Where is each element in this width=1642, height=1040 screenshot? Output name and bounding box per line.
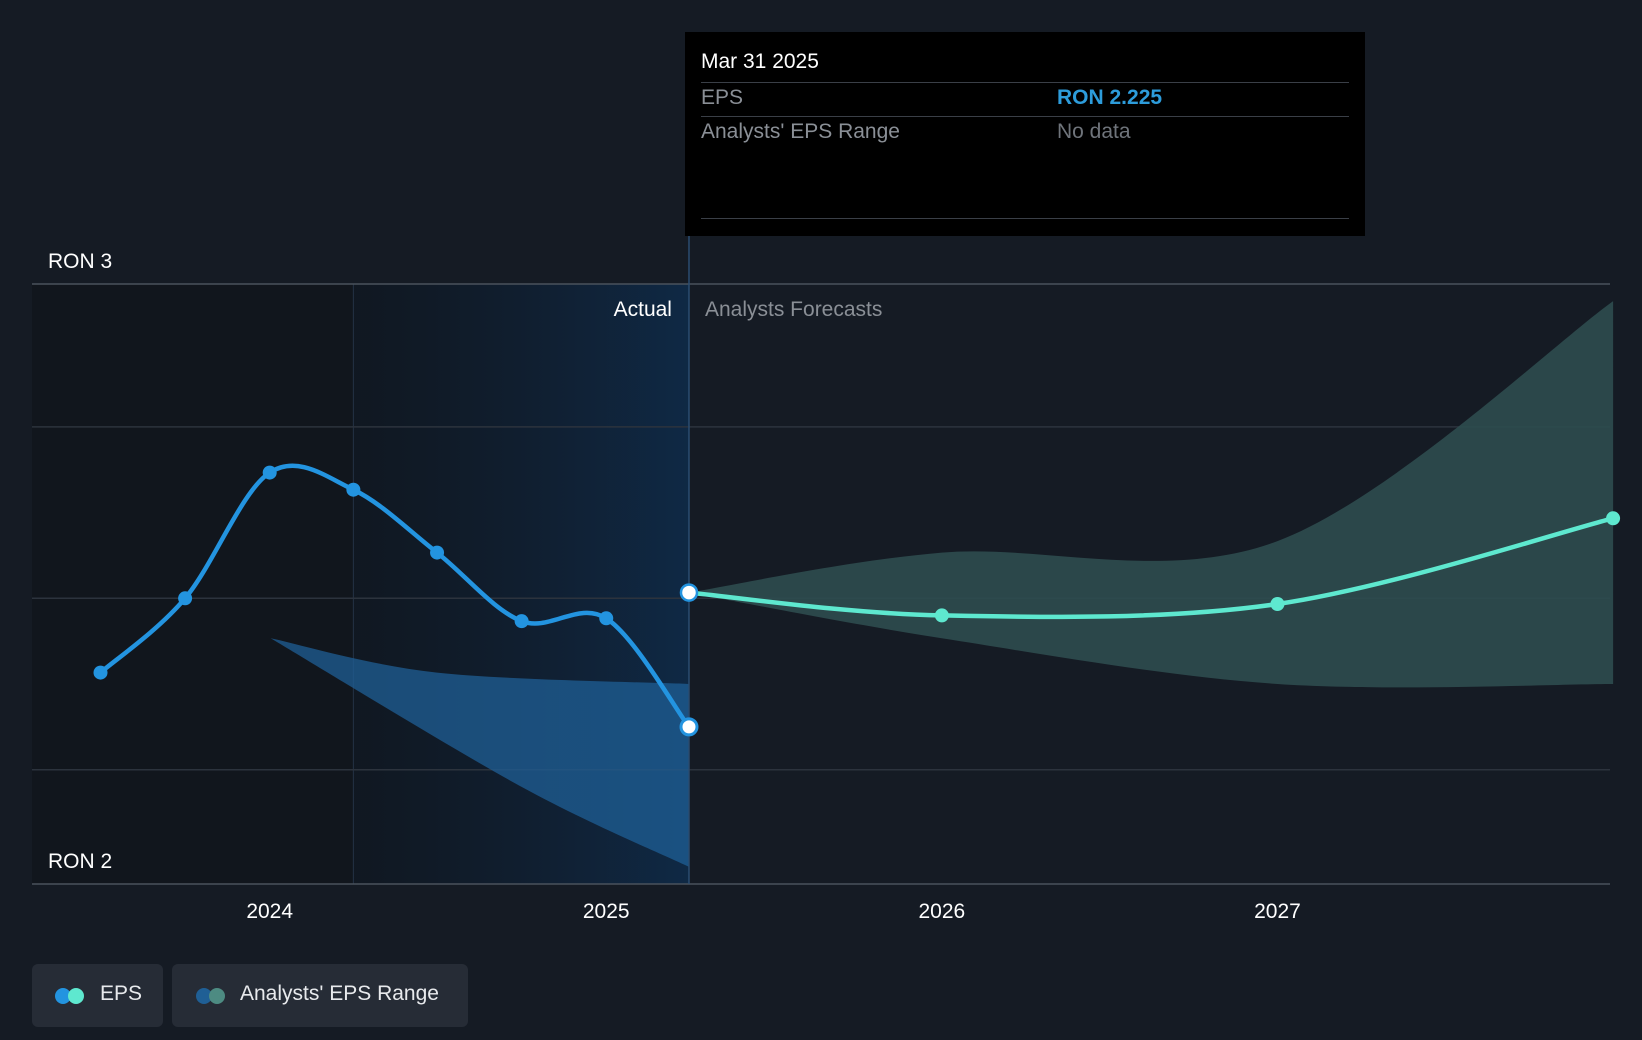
tooltip-eps-label: EPS	[701, 86, 744, 109]
range-dot-icon	[209, 988, 225, 1004]
eps-dot-icon	[68, 988, 84, 1004]
tooltip-divider	[701, 116, 1349, 117]
legend-label-eps: EPS	[100, 982, 143, 1005]
data-point[interactable]	[93, 665, 108, 680]
y-tick-label: RON 2	[48, 850, 112, 873]
data-point[interactable]	[178, 591, 193, 606]
section-label-actual: Actual	[614, 298, 672, 321]
legend-item-analysts-range[interactable]: Analysts' EPS Range	[172, 964, 468, 1027]
x-tick-label: 2025	[583, 900, 630, 923]
tooltip-eps-value: RON 2.225	[1057, 86, 1163, 109]
x-tick-label: 2026	[918, 900, 965, 923]
legend-item-eps[interactable]: EPS	[32, 964, 163, 1027]
data-point[interactable]	[599, 611, 614, 626]
tooltip-divider	[701, 82, 1349, 83]
data-point[interactable]	[934, 608, 949, 623]
legend-label-range: Analysts' EPS Range	[240, 982, 439, 1005]
eps-dot-icon	[55, 988, 71, 1004]
data-point[interactable]	[430, 545, 445, 560]
tooltip-divider	[701, 218, 1349, 219]
data-point[interactable]	[1270, 597, 1285, 611]
highlight-point[interactable]	[679, 583, 699, 602]
range-dot-icon	[196, 988, 212, 1004]
eps-forecast-line	[686, 516, 1616, 620]
data-point[interactable]	[262, 465, 277, 480]
tooltip: Mar 31 2025 EPS RON 2.225 Analysts' EPS …	[685, 32, 1365, 236]
data-point[interactable]	[346, 482, 361, 497]
x-tick-label: 2027	[1254, 900, 1301, 923]
tooltip-date: Mar 31 2025	[701, 50, 819, 73]
data-point[interactable]	[1606, 511, 1621, 526]
x-tick-label: 2024	[246, 900, 293, 923]
section-label-forecast: Analysts Forecasts	[705, 298, 882, 321]
eps-range-band-forecast	[689, 301, 1614, 688]
y-tick-label: RON 3	[48, 250, 112, 273]
data-point[interactable]	[514, 614, 529, 629]
highlight-point[interactable]	[679, 717, 699, 737]
tooltip-range-label: Analysts' EPS Range	[701, 120, 900, 143]
tooltip-range-value: No data	[1057, 120, 1131, 143]
eps-range-band-past	[270, 638, 689, 867]
